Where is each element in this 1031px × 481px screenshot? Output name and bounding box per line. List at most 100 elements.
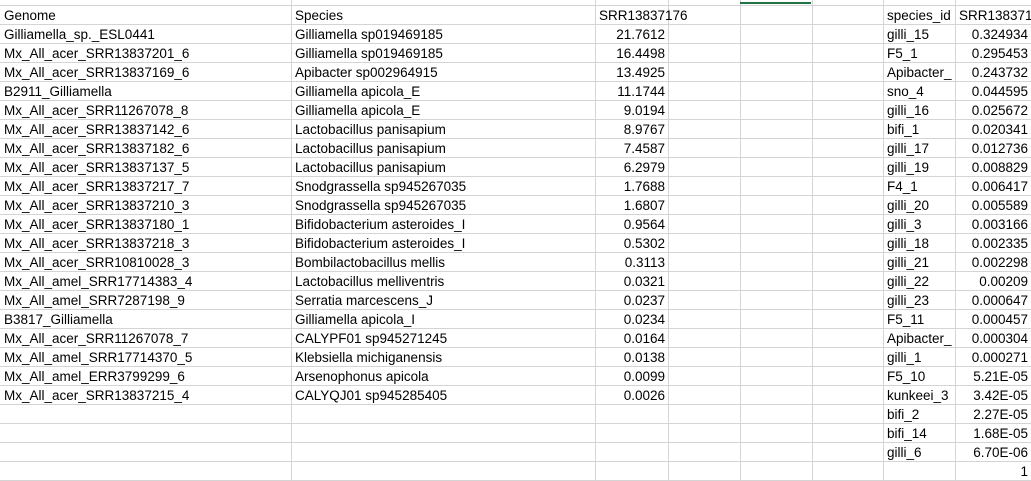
cell-abundance[interactable]: 9.0194 bbox=[623, 103, 665, 118]
cell-genome[interactable]: Mx_All_amel_SRR17714383_4 bbox=[4, 274, 193, 289]
cell-abundance[interactable]: 7.4587 bbox=[623, 141, 665, 156]
cell-species-id[interactable]: gilli_23 bbox=[887, 293, 930, 308]
cell-species-id[interactable]: F5_11 bbox=[887, 312, 925, 327]
cell-species[interactable]: CALYQJ01 sp945285405 bbox=[295, 388, 448, 403]
cell-srr-value[interactable]: 0.025672 bbox=[971, 103, 1028, 118]
cell-species[interactable]: Snodgrassella sp945267035 bbox=[295, 198, 467, 213]
cell-species-id[interactable]: gilli_6 bbox=[887, 445, 922, 460]
cell-abundance[interactable]: 1.7688 bbox=[623, 179, 665, 194]
cell-species[interactable]: Lactobacillus melliventris bbox=[295, 274, 445, 289]
cell-species[interactable]: Bombilactobacillus mellis bbox=[295, 255, 446, 270]
cell-srr-value[interactable]: 5.21E-05 bbox=[973, 369, 1028, 384]
cell-abundance[interactable]: 11.1744 bbox=[617, 84, 665, 99]
cell-genome[interactable]: Mx_All_acer_SRR13837137_5 bbox=[4, 160, 190, 175]
cell-species-id[interactable]: bifi_1 bbox=[887, 122, 920, 137]
cell-species[interactable]: CALYPF01 sp945271245 bbox=[295, 331, 448, 346]
cell-species-id[interactable]: gilli_22 bbox=[887, 274, 930, 289]
cell-species[interactable]: Klebsiella michiganensis bbox=[295, 350, 443, 365]
cell-genome[interactable]: Mx_All_acer_SRR13837180_1 bbox=[4, 217, 190, 232]
cell-species-id[interactable]: gilli_1 bbox=[887, 350, 922, 365]
cell-genome[interactable]: Mx_All_acer_SRR13837142_6 bbox=[4, 122, 190, 137]
cell-species-id[interactable]: bifi_14 bbox=[887, 426, 927, 441]
cell-srr-value[interactable]: 0.324934 bbox=[971, 27, 1028, 42]
cell-abundance[interactable]: 0.0138 bbox=[623, 350, 665, 365]
cell-abundance[interactable]: 0.0234 bbox=[623, 312, 665, 327]
cell-srr-value[interactable]: 0.002335 bbox=[971, 236, 1028, 251]
cell-species-id[interactable]: gilli_3 bbox=[887, 217, 922, 232]
cell-srr-value[interactable]: 0.243732 bbox=[971, 65, 1028, 80]
cell-abundance[interactable]: 6.2979 bbox=[623, 160, 665, 175]
cell-species[interactable]: Lactobacillus panisapium bbox=[295, 160, 446, 175]
cell-abundance[interactable]: 0.0026 bbox=[623, 388, 665, 403]
cell-abundance[interactable]: 0.3113 bbox=[624, 255, 665, 270]
cell-species-id[interactable]: kunkeei_3 bbox=[887, 388, 949, 403]
cell-srr-value[interactable]: 0.005589 bbox=[971, 198, 1028, 213]
header-species-id[interactable]: species_id bbox=[887, 8, 951, 23]
cell-species-id[interactable]: bifi_2 bbox=[887, 407, 920, 422]
cell-species[interactable]: Apibacter sp002964915 bbox=[295, 65, 438, 80]
cell-genome[interactable]: Mx_All_acer_SRR13837218_3 bbox=[4, 236, 190, 251]
cell-species[interactable]: Lactobacillus panisapium bbox=[295, 122, 446, 137]
cell-srr-value[interactable]: 0.008829 bbox=[971, 160, 1028, 175]
cell-abundance[interactable]: 0.5302 bbox=[623, 236, 665, 251]
cell-srr-value[interactable]: 0.000457 bbox=[971, 312, 1028, 327]
cell-srr-value[interactable]: 1 bbox=[1020, 464, 1028, 479]
cell-genome[interactable]: Mx_All_acer_SRR10810028_3 bbox=[4, 255, 190, 270]
cell-genome[interactable]: Mx_All_acer_SRR11267078_8 bbox=[4, 103, 189, 118]
cell-srr-value[interactable]: 0.000647 bbox=[971, 293, 1028, 308]
cell-species[interactable]: Arsenophonus apicola bbox=[295, 369, 429, 384]
cell-species-id[interactable]: gilli_16 bbox=[887, 103, 930, 118]
cell-srr-value[interactable]: 0.000271 bbox=[971, 350, 1028, 365]
cell-abundance[interactable]: 16.4498 bbox=[616, 46, 665, 61]
cell-genome[interactable]: Gilliamella_sp._ESL0441 bbox=[4, 27, 155, 42]
header-genome[interactable]: Genome bbox=[4, 8, 56, 23]
cell-species-id[interactable]: gilli_20 bbox=[887, 198, 930, 213]
cell-srr-value[interactable]: 0.00209 bbox=[979, 274, 1028, 289]
cell-genome[interactable]: Mx_All_amel_ERR3799299_6 bbox=[4, 369, 185, 384]
cell-species[interactable]: Snodgrassella sp945267035 bbox=[295, 179, 467, 194]
cell-species-id[interactable]: gilli_19 bbox=[887, 160, 930, 175]
cell-genome[interactable]: Mx_All_acer_SRR13837210_3 bbox=[4, 198, 190, 213]
cell-species-id[interactable]: gilli_18 bbox=[887, 236, 930, 251]
cell-abundance[interactable]: 1.6807 bbox=[623, 198, 665, 213]
cell-srr-value[interactable]: 2.27E-05 bbox=[973, 407, 1028, 422]
cell-srr-value[interactable]: 0.003166 bbox=[971, 217, 1028, 232]
cell-srr-value[interactable]: 0.020341 bbox=[971, 122, 1028, 137]
cell-species[interactable]: Gilliamella apicola_E bbox=[295, 103, 421, 118]
cell-abundance[interactable]: 8.9767 bbox=[623, 122, 665, 137]
cell-species[interactable]: Bifidobacterium asteroides_I bbox=[295, 217, 466, 232]
cell-abundance[interactable]: 0.0164 bbox=[623, 331, 665, 346]
cell-species-id[interactable]: F5_1 bbox=[887, 46, 918, 61]
cell-genome[interactable]: Mx_All_acer_SRR13837217_7 bbox=[4, 179, 190, 194]
cell-genome[interactable]: Mx_All_acer_SRR13837182_6 bbox=[4, 141, 190, 156]
cell-species-id[interactable]: gilli_15 bbox=[887, 27, 930, 42]
cell-species-id[interactable]: gilli_21 bbox=[887, 255, 930, 270]
cell-species[interactable]: Gilliamella apicola_I bbox=[295, 312, 416, 327]
cell-abundance[interactable]: 0.9564 bbox=[623, 217, 665, 232]
cell-species[interactable]: Lactobacillus panisapium bbox=[295, 141, 446, 156]
cell-genome[interactable]: Mx_All_acer_SRR11267078_7 bbox=[4, 331, 189, 346]
cell-abundance[interactable]: 0.0321 bbox=[623, 274, 665, 289]
cell-abundance[interactable]: 0.0099 bbox=[623, 369, 665, 384]
cell-abundance[interactable]: 21.7612 bbox=[616, 27, 665, 42]
cell-srr-value[interactable]: 0.295453 bbox=[971, 46, 1028, 61]
cell-abundance[interactable]: 13.4925 bbox=[616, 65, 665, 80]
cell-genome[interactable]: B2911_Gilliamella bbox=[4, 84, 112, 99]
cell-srr-value[interactable]: 0.044595 bbox=[971, 84, 1028, 99]
cell-srr-value[interactable]: 6.70E-06 bbox=[973, 445, 1028, 460]
cell-srr-value[interactable]: 3.42E-05 bbox=[973, 388, 1028, 403]
header-srr-value[interactable]: SRR138371 bbox=[959, 8, 1031, 23]
cell-species-id[interactable]: F4_1 bbox=[887, 179, 918, 194]
cell-abundance[interactable]: 0.0237 bbox=[623, 293, 665, 308]
cell-species[interactable]: Bifidobacterium asteroides_I bbox=[295, 236, 466, 251]
cell-species[interactable]: Gilliamella apicola_E bbox=[295, 84, 421, 99]
cell-srr-value[interactable]: 0.006417 bbox=[971, 179, 1028, 194]
cell-genome[interactable]: Mx_All_acer_SRR13837169_6 bbox=[4, 65, 190, 80]
cell-genome[interactable]: Mx_All_amel_SRR17714370_5 bbox=[4, 350, 193, 365]
cell-srr-value[interactable]: 0.002298 bbox=[971, 255, 1028, 270]
cell-species[interactable]: Gilliamella sp019469185 bbox=[295, 46, 443, 61]
header-species[interactable]: Species bbox=[295, 8, 344, 23]
cell-species-id[interactable] bbox=[884, 462, 955, 481]
cell-srr-value[interactable]: 1.68E-05 bbox=[973, 426, 1028, 441]
